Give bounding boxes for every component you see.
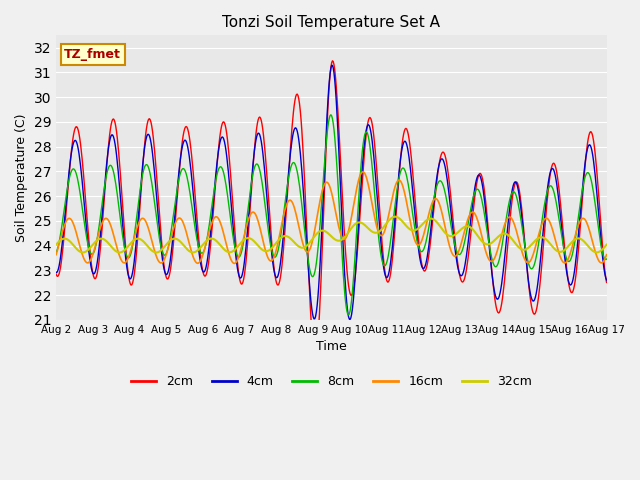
32cm [392, 214, 399, 219]
32cm [175, 238, 183, 244]
2cm [119, 204, 127, 210]
4cm [346, 317, 354, 323]
16cm [62, 219, 70, 225]
32cm [416, 224, 424, 230]
32cm [116, 250, 124, 255]
2cm [62, 210, 70, 216]
4cm [400, 140, 408, 145]
Line: 8cm: 8cm [56, 115, 607, 315]
16cm [416, 241, 424, 247]
8cm [416, 247, 424, 253]
4cm [175, 173, 182, 179]
4cm [204, 255, 211, 261]
4cm [416, 254, 424, 260]
4cm [328, 62, 336, 68]
8cm [327, 112, 335, 118]
16cm [175, 216, 182, 221]
Y-axis label: Soil Temperature (C): Soil Temperature (C) [15, 113, 28, 242]
8cm [175, 178, 182, 184]
Line: 16cm: 16cm [56, 172, 607, 264]
2cm [52, 271, 60, 277]
2cm [328, 58, 336, 64]
2cm [400, 131, 408, 137]
8cm [204, 232, 211, 238]
32cm [62, 236, 70, 242]
16cm [400, 186, 408, 192]
16cm [359, 169, 367, 175]
16cm [230, 261, 238, 266]
32cm [603, 242, 611, 248]
Line: 32cm: 32cm [56, 216, 607, 252]
Legend: 2cm, 4cm, 8cm, 16cm, 32cm: 2cm, 4cm, 8cm, 16cm, 32cm [126, 370, 537, 393]
32cm [400, 220, 408, 226]
4cm [52, 270, 60, 276]
Title: Tonzi Soil Temperature Set A: Tonzi Soil Temperature Set A [222, 15, 440, 30]
32cm [120, 248, 127, 254]
8cm [62, 194, 70, 200]
16cm [204, 234, 211, 240]
4cm [119, 223, 127, 228]
2cm [603, 279, 611, 285]
2cm [311, 354, 319, 360]
16cm [119, 259, 127, 265]
32cm [52, 242, 60, 248]
Line: 4cm: 4cm [56, 65, 607, 320]
X-axis label: Time: Time [316, 340, 347, 353]
8cm [345, 312, 353, 318]
Line: 2cm: 2cm [56, 61, 607, 357]
2cm [204, 266, 211, 272]
8cm [52, 250, 60, 255]
16cm [52, 252, 60, 258]
16cm [603, 252, 611, 258]
Text: TZ_fmet: TZ_fmet [64, 48, 121, 61]
32cm [205, 237, 212, 242]
4cm [603, 277, 611, 283]
8cm [400, 166, 408, 171]
4cm [62, 201, 70, 207]
2cm [416, 248, 424, 253]
8cm [119, 233, 127, 239]
2cm [175, 177, 182, 183]
8cm [603, 256, 611, 262]
